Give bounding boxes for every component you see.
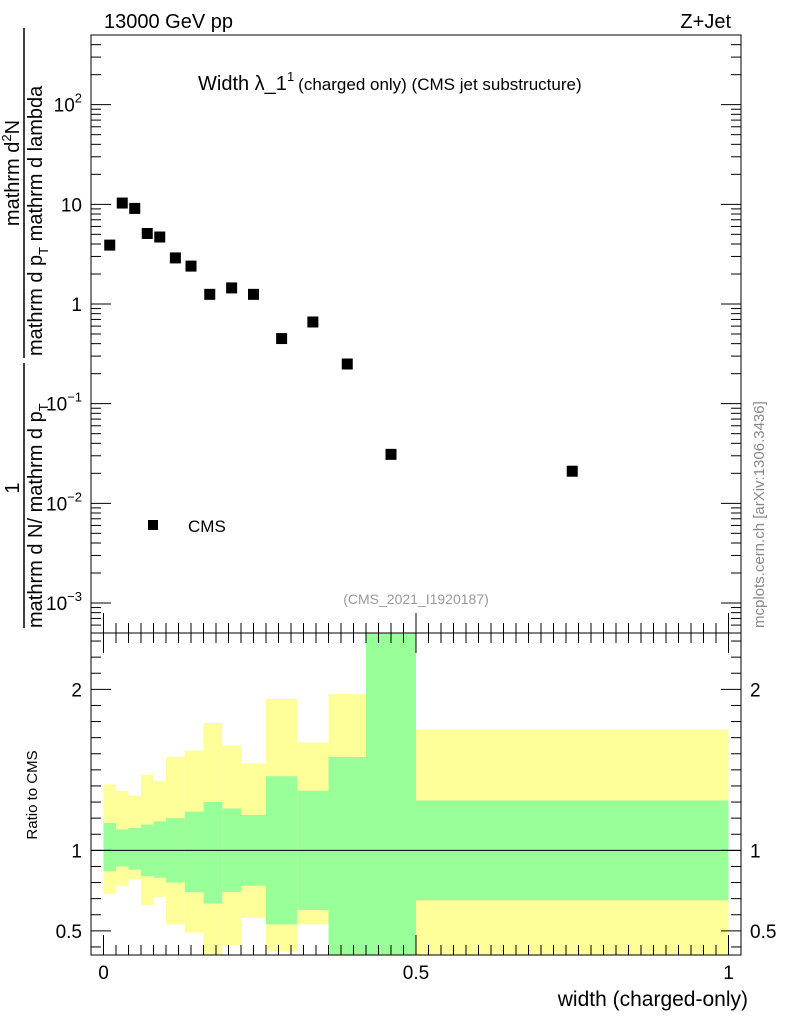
legend-marker	[148, 520, 158, 530]
main-plot-frame	[90, 34, 742, 634]
plot-title: Width λ_11 (charged only) (CMS jet substr…	[198, 69, 582, 95]
plot-title-main: Width λ_1	[198, 73, 287, 95]
cms-point	[116, 197, 128, 209]
energy-label: 13000 GeV pp	[104, 11, 233, 33]
cms-point	[129, 202, 141, 214]
main-y-tick-label-exp: −3	[67, 589, 82, 604]
ratio-band-inner	[116, 829, 129, 867]
ylabel-den-a: mathrm d p	[25, 255, 47, 356]
cms-point	[185, 260, 197, 272]
main-y-tick-label: 102	[54, 91, 82, 117]
cms-point	[341, 358, 353, 370]
ylabel-denominator: mathrm d pT mathrm d lambda	[25, 85, 51, 356]
cms-point	[248, 288, 259, 300]
main-y-tick-label-exp: −2	[67, 489, 82, 504]
legend-label: CMS	[188, 517, 226, 536]
x-tick-label: 0.5	[403, 963, 429, 984]
cms-point	[276, 333, 288, 345]
main-y-tick-label-base: 10	[46, 594, 67, 615]
x-axis-label: width (charged-only)	[557, 988, 748, 1011]
cms-point	[104, 239, 116, 251]
cms-point	[204, 288, 216, 300]
main-y-tick-label: 10−1	[46, 390, 82, 416]
ratio-band-inner	[128, 827, 141, 870]
main-y-tick-label: 1	[71, 295, 82, 316]
ylabel-den-rest: mathrm d lambda	[25, 85, 47, 247]
ratio-y-axis-label: Ratio to CMS	[24, 750, 41, 839]
main-y-tick-label-base: 10	[46, 494, 67, 515]
main-y-axis-label: 1 mathrm d N/ mathrm d pT mathrm d2N mat…	[0, 28, 51, 628]
ylabel-num-sup: 2	[0, 134, 14, 141]
process-label: Z+Jet	[680, 11, 731, 33]
cms-point	[226, 282, 238, 294]
main-y-tick-label-base: 10	[61, 195, 82, 216]
ratio-band-inner	[203, 802, 223, 904]
cms-point	[169, 252, 181, 264]
ratio-band-inner	[103, 822, 116, 872]
ylabel-prefactor-den-a: mathrm d N	[25, 524, 47, 628]
x-tick-label: 1	[723, 963, 734, 984]
ylabel-num-a: mathrm d	[2, 142, 24, 226]
cms-point	[141, 227, 153, 239]
cms-point	[385, 448, 397, 460]
main-y-tick-label-base: 10	[54, 96, 75, 117]
main-y-tick-label: 10−3	[46, 589, 82, 615]
ylabel-den-sub: T	[36, 247, 51, 255]
cms-point	[307, 316, 319, 328]
ratio-bands	[103, 633, 729, 955]
ratio-y-tick-label-right: 2	[750, 680, 761, 701]
ratio-y-tick-label-left: 2	[71, 680, 82, 701]
analysis-tag: (CMS_2021_I1920187)	[343, 591, 489, 607]
x-tick-label: 0	[98, 963, 109, 984]
main-y-tick-label-exp: −1	[67, 390, 82, 405]
main-x-ticks	[103, 613, 729, 633]
ratio-band-inner	[366, 633, 416, 955]
ylabel-numerator: mathrm d2N	[0, 120, 24, 226]
ratio-y-tick-label-left: 1	[71, 841, 82, 862]
main-y-tick-label-base: 10	[46, 395, 67, 416]
cms-data-points	[104, 197, 578, 477]
ylabel-prefactor-numerator: 1	[2, 482, 24, 493]
plot-title-rest: (charged only) (CMS jet substructure)	[298, 75, 581, 94]
ylabel-prefactor-denominator: mathrm d N/ mathrm d pT	[25, 403, 51, 628]
main-y-tick-label: 10	[61, 195, 82, 216]
main-y-tick-label-exp: 2	[75, 91, 82, 106]
ratio-y-tick-label-right: 1	[750, 841, 761, 862]
ratio-band-inner	[153, 821, 166, 878]
main-y-tick-label-base: 1	[71, 295, 82, 316]
main-y-tick-label: 10−2	[46, 489, 82, 515]
ratio-y-tick-label-left: 0.5	[56, 922, 82, 943]
ratio-ticks: 0 0.5 1 0.5 0.5 1 1 2 2	[56, 633, 776, 984]
mcplots-credit: mcplots.cern.ch [arXiv:1306.3436]	[751, 401, 768, 628]
cms-point	[154, 231, 166, 243]
cms-point	[566, 465, 578, 477]
ylabel-prefactor-den-b: / mathrm d p	[25, 411, 47, 523]
ylabel-prefactor-den-sub: T	[36, 403, 51, 411]
plot-title-sup: 1	[287, 69, 294, 84]
ratio-band-inner	[184, 811, 204, 893]
ratio-y-tick-label-right: 0.5	[750, 922, 776, 943]
ylabel-num-rest: N	[2, 120, 24, 134]
ratio-band-inner	[328, 756, 366, 955]
